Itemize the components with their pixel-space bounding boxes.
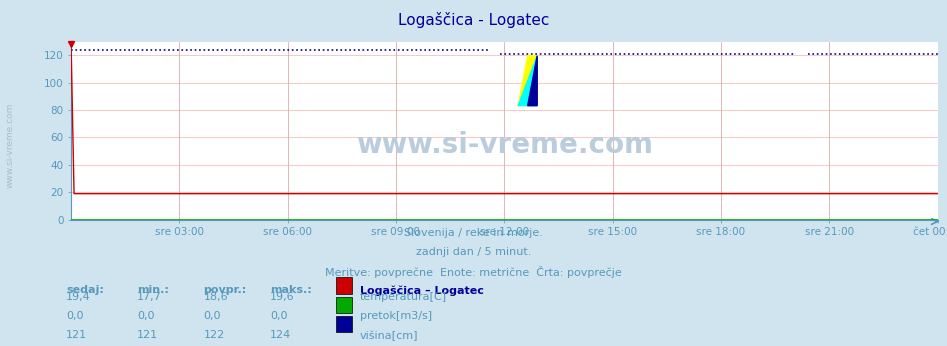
- Text: 122: 122: [204, 330, 224, 340]
- Text: 121: 121: [66, 330, 87, 340]
- Text: www.si-vreme.com: www.si-vreme.com: [356, 131, 652, 159]
- Text: 19,6: 19,6: [270, 292, 295, 302]
- Polygon shape: [518, 56, 537, 106]
- Text: povpr.:: povpr.:: [204, 285, 247, 295]
- Text: 18,6: 18,6: [204, 292, 228, 302]
- Polygon shape: [527, 56, 537, 106]
- Text: Slovenija / reke in morje.: Slovenija / reke in morje.: [404, 228, 543, 238]
- Polygon shape: [518, 56, 537, 106]
- Text: Logaščica - Logatec: Logaščica - Logatec: [398, 12, 549, 28]
- Text: zadnji dan / 5 minut.: zadnji dan / 5 minut.: [416, 247, 531, 257]
- Text: 17,7: 17,7: [137, 292, 162, 302]
- Text: sedaj:: sedaj:: [66, 285, 104, 295]
- Text: maks.:: maks.:: [270, 285, 312, 295]
- Text: 0,0: 0,0: [66, 311, 83, 321]
- Text: višina[cm]: višina[cm]: [360, 330, 419, 341]
- Text: 19,4: 19,4: [66, 292, 91, 302]
- Text: temperatura[C]: temperatura[C]: [360, 292, 447, 302]
- Text: pretok[m3/s]: pretok[m3/s]: [360, 311, 432, 321]
- Text: 0,0: 0,0: [270, 311, 287, 321]
- Text: 0,0: 0,0: [204, 311, 221, 321]
- Text: min.:: min.:: [137, 285, 170, 295]
- Text: 0,0: 0,0: [137, 311, 154, 321]
- Text: 124: 124: [270, 330, 291, 340]
- Text: Logaščica – Logatec: Logaščica – Logatec: [360, 285, 484, 296]
- Text: Meritve: povprečne  Enote: metrične  Črta: povprečje: Meritve: povprečne Enote: metrične Črta:…: [325, 266, 622, 279]
- Text: 121: 121: [137, 330, 158, 340]
- Text: www.si-vreme.com: www.si-vreme.com: [6, 103, 15, 188]
